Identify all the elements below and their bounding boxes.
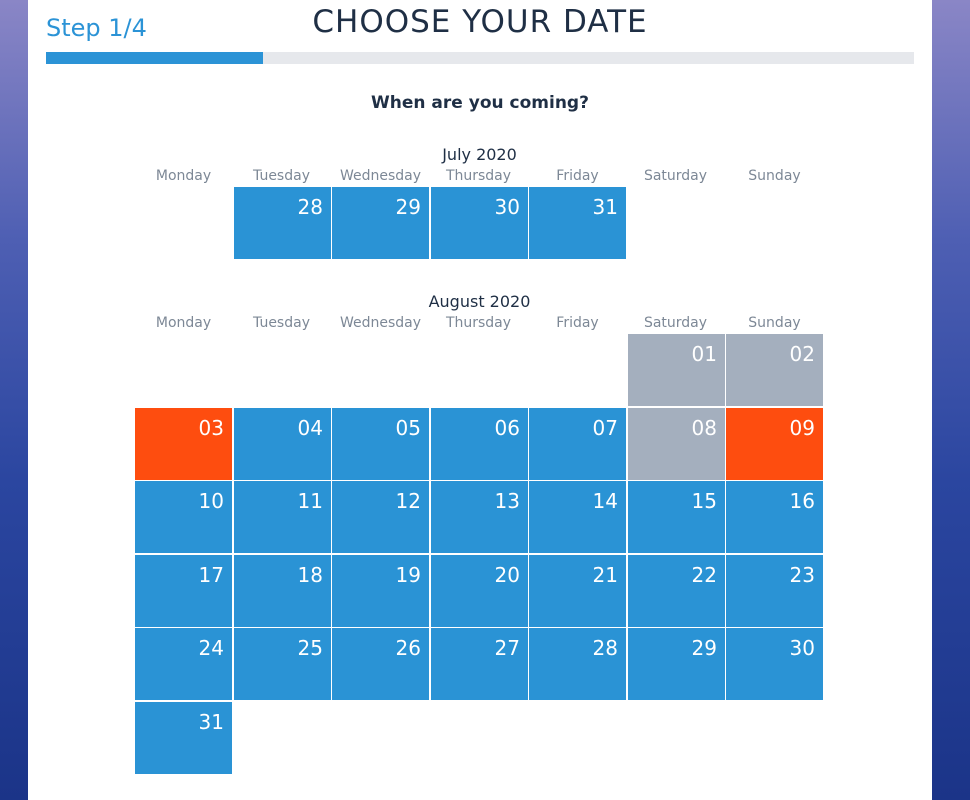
calendar-day-18[interactable]: 18 xyxy=(234,555,331,627)
calendar-day-22[interactable]: 22 xyxy=(628,555,725,627)
calendar-day-06[interactable]: 06 xyxy=(431,408,528,480)
date-question: When are you coming? xyxy=(371,93,589,113)
calendar-day-08: 08 xyxy=(628,408,725,480)
calendar-day-29[interactable]: 29 xyxy=(332,187,429,259)
month-title: July 2020 xyxy=(442,145,517,164)
calendar-day-30[interactable]: 30 xyxy=(431,187,528,259)
calendar-day-31[interactable]: 31 xyxy=(529,187,626,259)
weekday-label: Wednesday xyxy=(339,315,422,331)
calendar-day-26[interactable]: 26 xyxy=(332,628,429,700)
booking-panel: Step 1/4 CHOOSE YOUR DATE When are you c… xyxy=(28,0,932,800)
calendar-day-04[interactable]: 04 xyxy=(234,408,331,480)
calendar-day-28[interactable]: 28 xyxy=(529,628,626,700)
calendar-day-27[interactable]: 27 xyxy=(431,628,528,700)
calendar-day-15[interactable]: 15 xyxy=(628,481,725,553)
calendar-day-31[interactable]: 31 xyxy=(135,702,232,774)
calendar-day-13[interactable]: 13 xyxy=(431,481,528,553)
calendar-day-25[interactable]: 25 xyxy=(234,628,331,700)
calendar-day-20[interactable]: 20 xyxy=(431,555,528,627)
step-indicator: Step 1/4 xyxy=(46,14,147,42)
progress-bar-fill xyxy=(46,52,263,64)
weekday-label: Tuesday xyxy=(253,168,310,184)
weekday-label: Sunday xyxy=(748,168,801,184)
calendar-day-30[interactable]: 30 xyxy=(726,628,823,700)
calendar-day-03[interactable]: 03 xyxy=(135,408,232,480)
calendar-day-07[interactable]: 07 xyxy=(529,408,626,480)
calendar-day-21[interactable]: 21 xyxy=(529,555,626,627)
weekday-label: Saturday xyxy=(643,315,708,331)
weekday-label: Friday xyxy=(556,315,599,331)
weekday-label: Thursday xyxy=(445,315,512,331)
weekday-label: Thursday xyxy=(445,168,512,184)
progress-bar xyxy=(46,52,914,64)
weekday-label: Monday xyxy=(155,315,212,331)
calendar-day-14[interactable]: 14 xyxy=(529,481,626,553)
weekday-label: Tuesday xyxy=(253,315,310,331)
calendar-day-16[interactable]: 16 xyxy=(726,481,823,553)
page-title: CHOOSE YOUR DATE xyxy=(312,4,648,40)
calendar-day-29[interactable]: 29 xyxy=(628,628,725,700)
calendar-day-19[interactable]: 19 xyxy=(332,555,429,627)
weekday-label: Wednesday xyxy=(339,168,422,184)
weekday-label: Sunday xyxy=(748,315,801,331)
calendar-day-01: 01 xyxy=(628,334,725,406)
calendar-day-05[interactable]: 05 xyxy=(332,408,429,480)
calendar-day-23[interactable]: 23 xyxy=(726,555,823,627)
weekday-label: Saturday xyxy=(643,168,708,184)
month-title: August 2020 xyxy=(428,292,531,311)
calendar-day-02: 02 xyxy=(726,334,823,406)
calendar-day-17[interactable]: 17 xyxy=(135,555,232,627)
calendar-day-09[interactable]: 09 xyxy=(726,408,823,480)
calendar-day-12[interactable]: 12 xyxy=(332,481,429,553)
weekday-label: Friday xyxy=(556,168,599,184)
calendar-day-11[interactable]: 11 xyxy=(234,481,331,553)
weekday-label: Monday xyxy=(155,168,212,184)
calendar-day-10[interactable]: 10 xyxy=(135,481,232,553)
calendar-day-28[interactable]: 28 xyxy=(234,187,331,259)
calendar-day-24[interactable]: 24 xyxy=(135,628,232,700)
